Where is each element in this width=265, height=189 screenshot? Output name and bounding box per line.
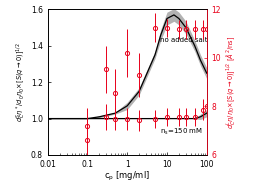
Y-axis label: $d^L_C\eta/\eta_0\!\times\![S(q{\to}0)]^{1/2}$ [$\AA^2$/ns]: $d^L_C\eta/\eta_0\!\times\![S(q{\to}0)]^…	[224, 36, 237, 129]
Y-axis label: $d^S_C\eta^*/d_0\eta_0\!\times\![S(q{\to}0)]^{1/2}$: $d^S_C\eta^*/d_0\eta_0\!\times\![S(q{\to…	[15, 42, 28, 122]
X-axis label: c$_\mathrm{p}$ [mg/ml]: c$_\mathrm{p}$ [mg/ml]	[104, 170, 150, 183]
Text: n$_\mathrm{s}$=150 mM: n$_\mathrm{s}$=150 mM	[160, 127, 202, 137]
Text: no added salt: no added salt	[160, 37, 207, 43]
